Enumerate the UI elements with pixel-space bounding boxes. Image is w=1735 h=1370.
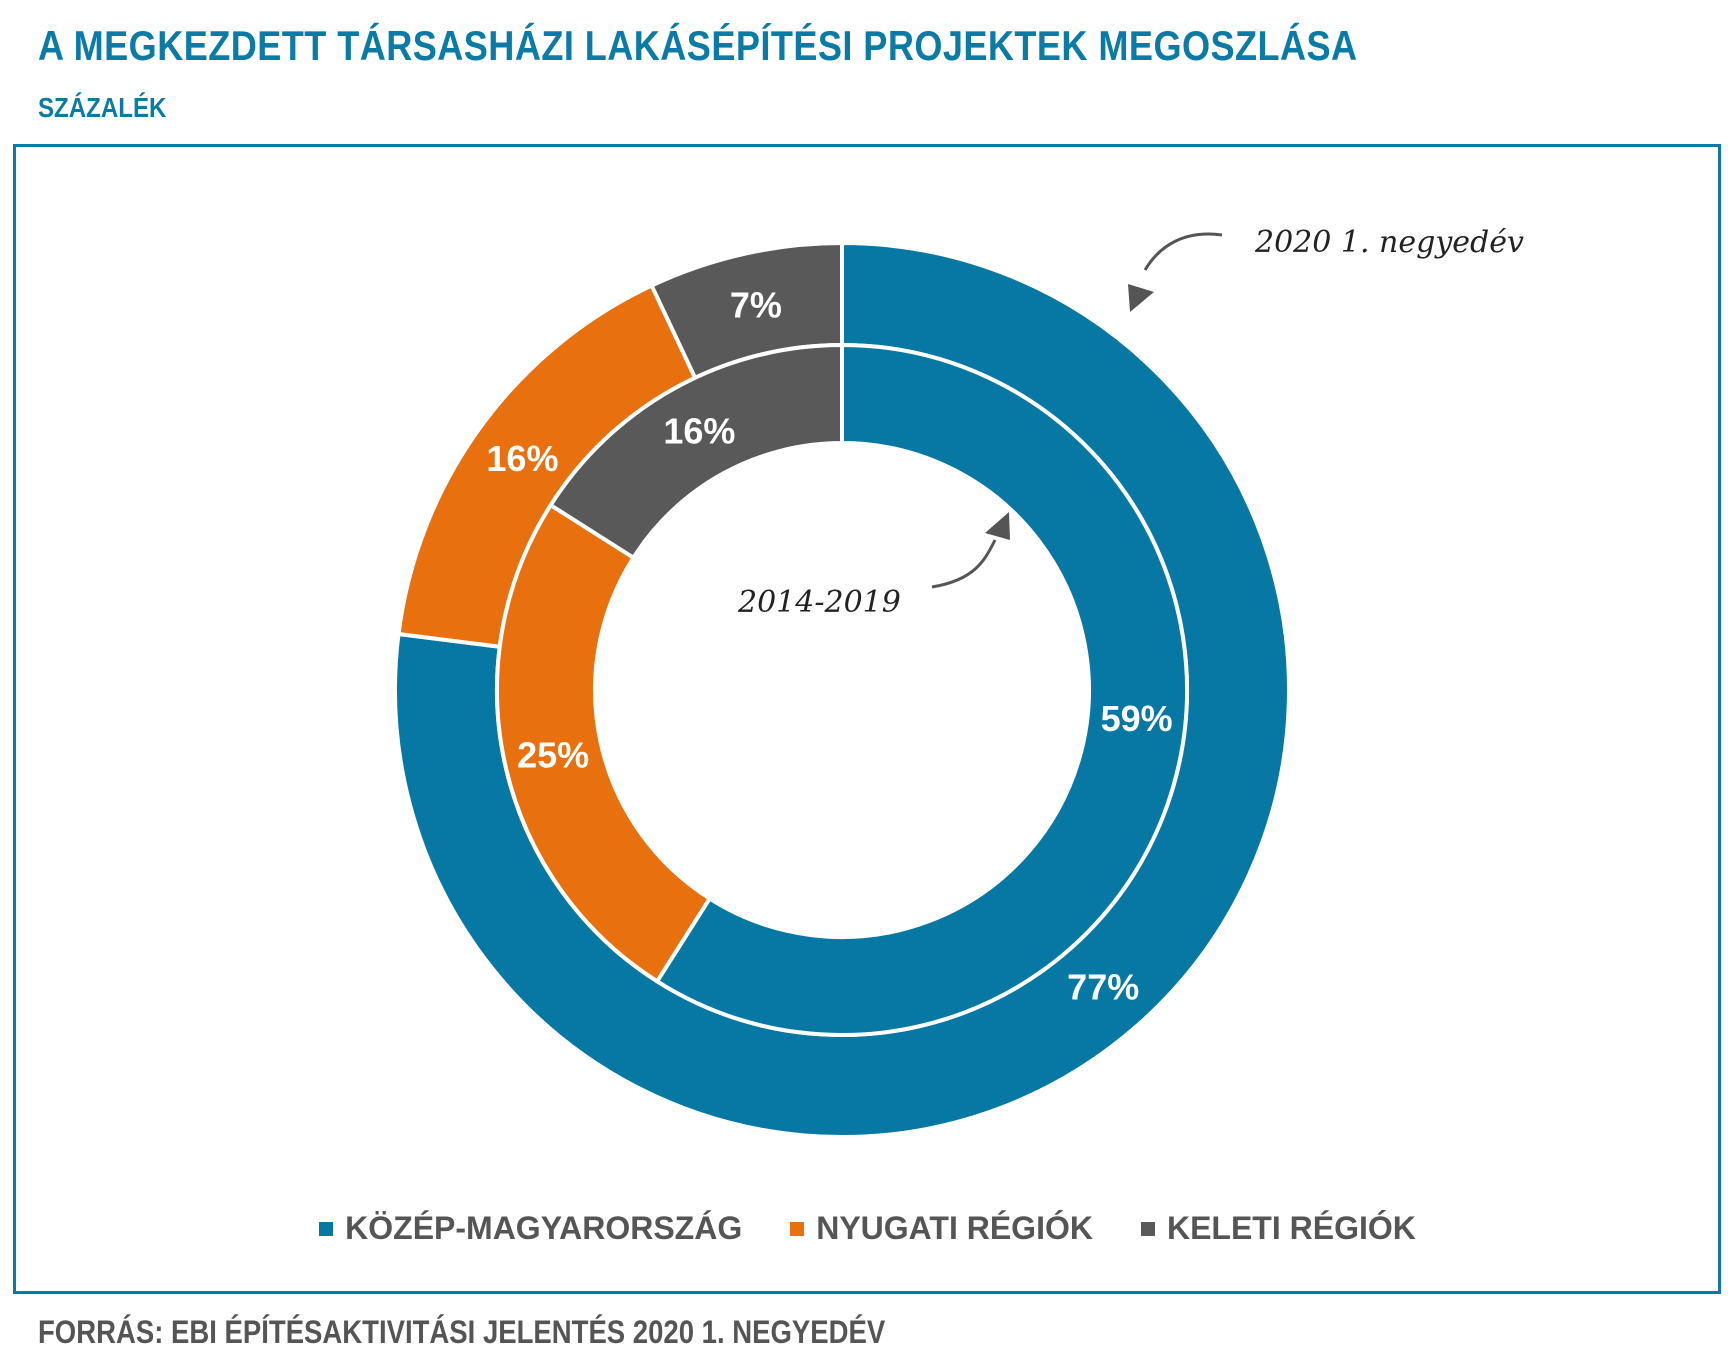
outer-ring-arrowhead [1128,284,1154,312]
slice-labels: 77% 16% 7% 59% 25% 16% [486,285,1172,1008]
legend-item-keleti-regiok: KELETI RÉGIÓK [1140,1210,1416,1247]
legend-item-kozep-magyarorszag: KÖZÉP-MAGYARORSZÁG [319,1210,742,1247]
legend-swatch-keleti-regiok [1140,1221,1155,1236]
outer-label-nyugati-regiok: 16% [486,438,558,479]
source-note: FORRÁS: EBI ÉPÍTÉSAKTIVITÁSI JELENTÉS 20… [38,1314,886,1350]
legend-label: KELETI RÉGIÓK [1166,1210,1416,1246]
inner-slice-keleti-regiok [547,342,844,561]
inner-label-keleti-regiok: 16% [663,411,735,452]
chart-title: A MEGKEZDETT TÁRSASHÁZI LAKÁSÉPÍTÉSI PRO… [38,22,1358,69]
inner-ring [495,342,1189,1037]
inner-ring-annotation-arrow [931,539,997,589]
legend-item-nyugati-regiok: NYUGATI RÉGIÓK [790,1210,1093,1247]
legend-swatch-nyugati-regiok [790,1221,805,1236]
legend-label: NYUGATI RÉGIÓK [816,1210,1093,1246]
chart-subtitle: SZÁZALÉK [38,92,167,123]
outer-ring-annotation-label: 2020 1. negyedév [1254,225,1524,260]
legend-swatch-kozep-magyarorszag [319,1221,334,1236]
outer-label-keleti-regiok: 7% [730,285,782,326]
inner-slice-nyugati-regiok [495,502,713,985]
inner-label-nyugati-regiok: 25% [517,735,589,776]
legend: KÖZÉP-MAGYARORSZÁG NYUGATI RÉGIÓK KELETI… [0,1210,1735,1247]
inner-slice-kozep-magyarorszag [654,342,1189,1037]
chart-frame [13,144,1721,1294]
outer-ring-annotation-arrow [1143,232,1223,271]
legend-label: KÖZÉP-MAGYARORSZÁG [345,1210,743,1246]
outer-label-kozep-magyarorszag: 77% [1067,966,1139,1007]
inner-ring-annotation-label: 2014-2019 [737,585,901,620]
inner-ring-arrowhead [985,512,1010,540]
inner-label-kozep-magyarorszag: 59% [1101,698,1173,739]
